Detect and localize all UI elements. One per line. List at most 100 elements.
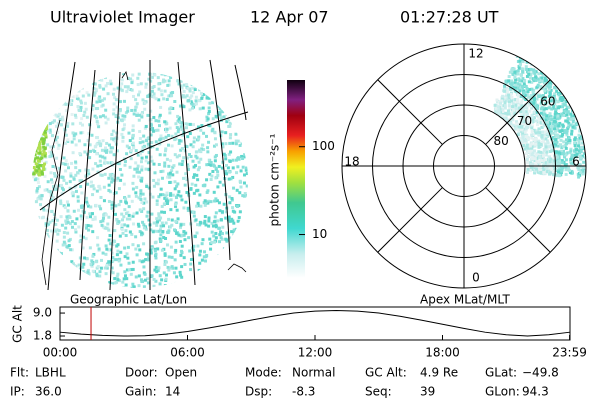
pixel xyxy=(33,217,37,221)
pixel xyxy=(536,131,540,135)
pixel xyxy=(49,171,53,175)
pixel xyxy=(188,122,192,126)
pixel xyxy=(46,203,50,207)
pixel xyxy=(84,237,88,241)
pixel xyxy=(54,272,58,276)
pixel xyxy=(565,108,569,112)
pixel xyxy=(132,285,136,288)
pixel xyxy=(245,106,248,110)
pixel xyxy=(92,187,96,191)
pixel xyxy=(62,235,66,239)
pixel xyxy=(533,69,537,73)
pixel xyxy=(82,262,86,266)
pixel xyxy=(166,175,170,179)
pixel xyxy=(550,125,554,129)
pixel xyxy=(120,88,124,92)
pixel xyxy=(225,238,229,242)
pixel xyxy=(555,157,559,161)
pixel xyxy=(33,99,37,103)
pixel xyxy=(515,109,519,113)
mlt-label: 0 xyxy=(472,271,480,285)
pixel xyxy=(525,112,529,116)
pixel xyxy=(221,81,225,85)
pixel xyxy=(568,168,572,172)
pixel xyxy=(196,204,200,208)
pixel xyxy=(86,268,90,272)
pixel xyxy=(54,165,58,169)
pixel xyxy=(535,160,539,164)
pixel xyxy=(175,184,179,188)
pixel xyxy=(553,102,557,106)
pixel xyxy=(37,103,41,107)
pixel xyxy=(48,128,52,132)
pixel xyxy=(176,286,180,288)
pixel xyxy=(131,214,135,218)
pixel xyxy=(536,77,540,81)
pixel xyxy=(47,90,51,94)
pixel xyxy=(141,140,145,144)
pixel xyxy=(80,191,84,195)
pixel xyxy=(38,225,42,229)
pixel xyxy=(62,178,66,182)
pixel xyxy=(510,95,514,99)
pixel xyxy=(76,284,80,288)
pixel xyxy=(122,117,126,121)
pixel xyxy=(568,123,572,127)
pixel xyxy=(239,262,243,266)
pixel xyxy=(68,215,72,219)
pixel xyxy=(543,89,547,93)
pixel xyxy=(60,223,64,227)
pixel xyxy=(557,124,561,128)
pixel xyxy=(175,231,179,235)
pixel xyxy=(197,125,201,129)
pixel xyxy=(219,218,223,222)
pixel xyxy=(94,144,98,148)
pixel xyxy=(238,282,242,286)
pixel xyxy=(143,197,147,201)
pixel xyxy=(149,251,153,255)
pixel xyxy=(82,235,86,239)
pixel xyxy=(173,187,177,191)
status-label: Flt: xyxy=(10,366,29,380)
pixel xyxy=(525,135,529,139)
time: 01:27:28 UT xyxy=(400,8,499,27)
pixel xyxy=(530,156,534,160)
pixel xyxy=(232,287,236,288)
pixel xyxy=(37,120,41,124)
pixel xyxy=(224,286,228,288)
pixel xyxy=(517,130,521,134)
pixel xyxy=(205,115,209,119)
pixel xyxy=(556,114,560,118)
pixel xyxy=(150,141,154,145)
pixel xyxy=(127,205,131,209)
pixel xyxy=(519,95,523,99)
pixel xyxy=(170,218,174,222)
pixel xyxy=(145,139,149,143)
pixel xyxy=(79,204,83,208)
pixel xyxy=(108,79,112,83)
pixel xyxy=(42,116,46,120)
pixel xyxy=(531,151,535,155)
pixel xyxy=(554,150,558,154)
pixel xyxy=(104,252,108,256)
pixel xyxy=(239,280,243,284)
pixel xyxy=(222,115,226,119)
pixel xyxy=(40,100,44,104)
pixel xyxy=(558,129,562,133)
pixel xyxy=(46,85,50,89)
pixel xyxy=(157,266,161,270)
pixel xyxy=(539,102,543,106)
pixel xyxy=(546,84,550,88)
pixel xyxy=(246,113,248,117)
pixel xyxy=(544,142,548,146)
pixel xyxy=(76,105,80,109)
pixel xyxy=(81,123,85,127)
pixel xyxy=(524,152,528,156)
pixel xyxy=(74,115,78,119)
pixel xyxy=(37,256,41,260)
pixel xyxy=(548,112,552,116)
pixel xyxy=(530,129,534,133)
pixel xyxy=(211,170,215,174)
pixel xyxy=(81,209,85,213)
pixel xyxy=(568,141,572,145)
